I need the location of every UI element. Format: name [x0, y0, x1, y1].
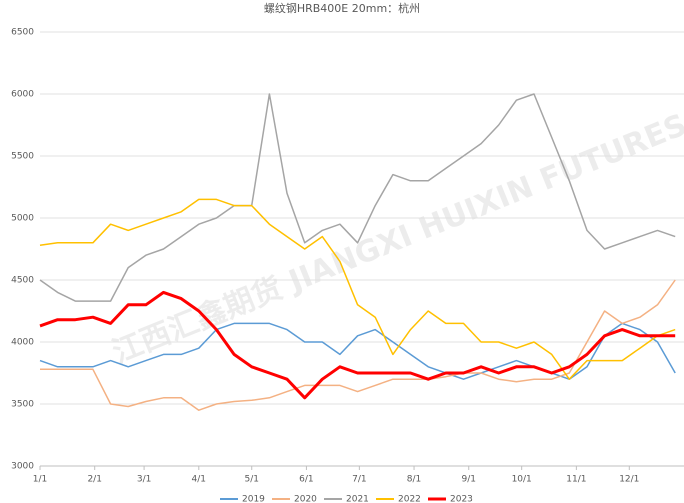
- legend-label: 2021: [346, 495, 369, 503]
- y-tick-label: 6500: [11, 28, 34, 38]
- series-line: [40, 279, 676, 411]
- x-tick-label: 11/1: [566, 475, 586, 485]
- x-tick-label: 7/1: [352, 475, 366, 485]
- y-tick-label: 6000: [11, 90, 34, 100]
- series-line: [39, 93, 676, 302]
- y-tick-label: 4500: [11, 276, 34, 286]
- x-tick-label: 3/1: [137, 475, 151, 485]
- chart-title: 螺纹钢HRB400E 20mm：杭州: [264, 1, 420, 15]
- y-tick-label: 4000: [11, 338, 34, 348]
- x-tick-label: 5/1: [244, 475, 258, 485]
- x-tick-label: 4/1: [192, 475, 206, 485]
- series-line: [39, 198, 676, 380]
- y-tick-label: 3500: [11, 400, 34, 410]
- series-line: [39, 290, 676, 400]
- watermark: 江西汇鑫期货 JIANGXI HUIXIN FUTURES: [108, 108, 684, 371]
- x-tick-label: 6/1: [299, 475, 313, 485]
- x-tick-label: 2/1: [87, 475, 101, 485]
- x-tick-label: 9/1: [462, 475, 476, 485]
- x-tick-label: 12/1: [619, 475, 639, 485]
- y-tick-label: 5500: [11, 152, 34, 162]
- y-tick-label: 3000: [11, 462, 34, 472]
- x-tick-label: 10/1: [512, 475, 532, 485]
- legend-label: 2022: [398, 495, 421, 503]
- x-tick-label: 1/1: [33, 475, 47, 485]
- legend-label: 2019: [242, 495, 265, 503]
- x-tick-label: 8/1: [407, 475, 421, 485]
- y-tick-label: 5000: [11, 214, 34, 224]
- legend-label: 2020: [294, 495, 317, 503]
- legend-label: 2023: [450, 495, 473, 503]
